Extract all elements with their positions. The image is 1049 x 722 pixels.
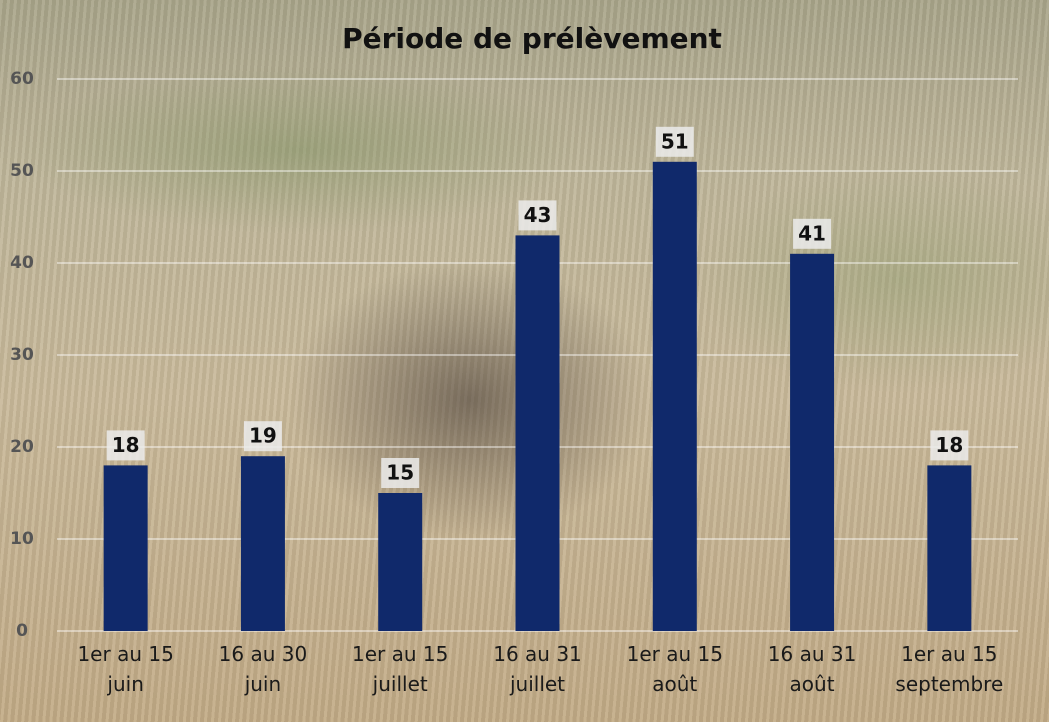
bar [516,235,560,631]
bar [104,465,148,631]
bar [653,162,697,631]
y-tick-label: 50 [10,161,34,181]
x-tick-label: 1er au 15 juillet [339,639,461,699]
value-label: 43 [524,203,552,227]
y-tick-label: 60 [10,69,34,89]
y-tick-label: 30 [10,345,34,365]
x-tick-label: 1er au 15 septembre [888,639,1010,699]
value-label: 18 [935,433,963,457]
y-tick-label: 20 [10,437,34,457]
bar [378,493,422,631]
bar [790,254,834,631]
value-label: 19 [249,424,277,448]
x-tick-label: 16 au 31 août [751,639,873,699]
y-tick-label: 10 [10,529,34,549]
chart-title: Période de prélèvement [342,22,722,55]
x-tick-label: 1er au 15 août [614,639,736,699]
value-label: 18 [112,433,140,457]
value-label: 15 [386,461,414,485]
bar [927,465,971,631]
value-label: 51 [661,129,689,153]
x-tick-label: 1er au 15 juin [65,639,187,699]
x-tick-label: 16 au 31 juillet [477,639,599,699]
chart: Période de prélèvement 0 10 20 30 40 50 60 18 19… [0,0,1049,722]
value-label: 41 [798,221,826,245]
bar [241,456,285,631]
chart-page: Période de prélèvement 0 10 20 30 40 50 60 18 19… [0,0,1049,722]
y-tick-label: 0 [16,621,28,641]
x-tick-label: 16 au 30 juin [202,639,324,699]
y-tick-label: 40 [10,253,34,273]
